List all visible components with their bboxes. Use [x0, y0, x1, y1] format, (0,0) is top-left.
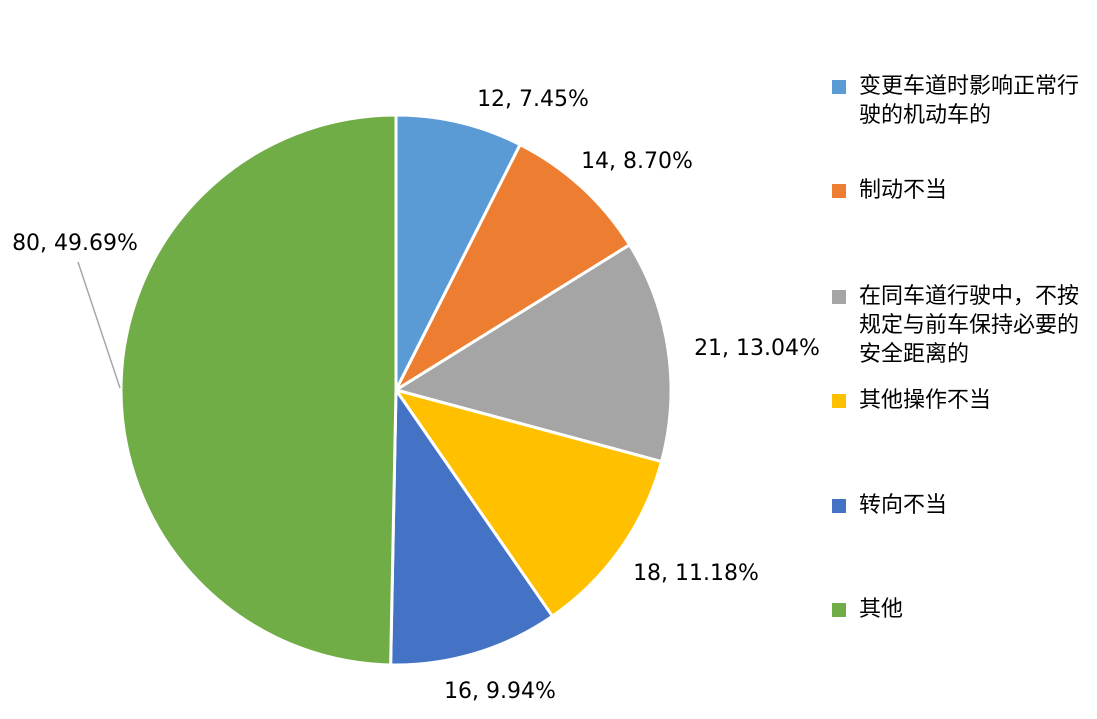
legend-label: 转向不当 — [859, 493, 948, 518]
legend-swatch — [832, 499, 846, 513]
legend-item: 其他 — [832, 595, 1089, 624]
data-label: 14, 8.70% — [581, 149, 693, 174]
pie-slice — [394, 388, 664, 618]
data-label: 80, 49.69% — [12, 231, 138, 256]
legend-swatch — [832, 603, 846, 617]
chart-legend: 变更车道时影响正常行驶的机动车的制动不当在同车道行驶中，不按规定与前车保持必要的… — [832, 0, 1092, 719]
data-labels: 12, 7.45% 14, 8.70% 21, 13.04% 18, 11.18% 16… — [12, 87, 820, 704]
data-label: 12, 7.45% — [477, 87, 589, 112]
pie-slice — [119, 113, 398, 667]
data-label: 18, 11.18% — [633, 561, 759, 586]
data-label: 21, 13.04% — [694, 336, 820, 361]
legend-item: 制动不当 — [832, 176, 1089, 205]
legend-label: 其他操作不当 — [859, 388, 992, 413]
legend-swatch — [832, 80, 846, 94]
legend-item: 转向不当 — [832, 491, 1089, 520]
legend-swatch — [832, 394, 846, 408]
pie-slice — [394, 143, 632, 392]
leader-lines — [77, 261, 121, 389]
pie-slice — [394, 113, 522, 392]
legend-item: 其他操作不当 — [832, 386, 1089, 415]
legend-label: 变更车道时影响正常行驶的机动车的 — [859, 74, 1080, 128]
pie-slices — [119, 113, 673, 667]
legend-label: 其他 — [859, 597, 904, 622]
legend-swatch — [832, 184, 846, 198]
pie-slice — [389, 388, 554, 667]
data-label: 16, 9.94% — [444, 679, 556, 704]
legend-label: 在同车道行驶中，不按规定与前车保持必要的安全距离的 — [859, 284, 1080, 367]
legend-label: 制动不当 — [859, 178, 948, 203]
legend-item: 变更车道时影响正常行驶的机动车的 — [832, 72, 1089, 130]
legend-item: 在同车道行驶中，不按规定与前车保持必要的安全距离的 — [832, 282, 1089, 369]
legend-swatch — [832, 290, 846, 304]
leader-line — [77, 261, 121, 389]
